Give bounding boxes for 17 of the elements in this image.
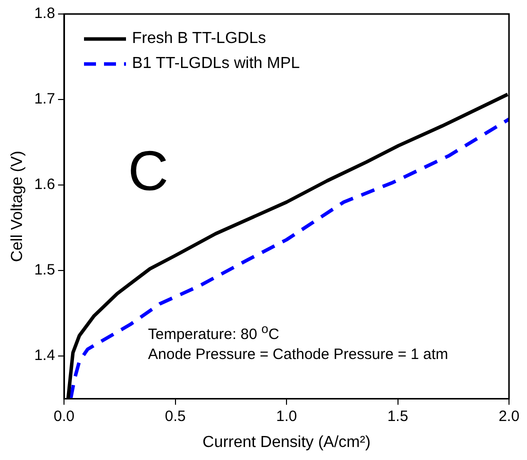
y-tick-label: 1.5 <box>34 262 56 279</box>
y-tick-label: 1.7 <box>34 90 56 108</box>
y-tick-label: 1.8 <box>34 5 56 22</box>
x-tick-label: 0.0 <box>54 408 74 425</box>
x-tick-label: 1.5 <box>387 408 408 425</box>
legend-label: Fresh B TT-LGDLs <box>132 29 266 49</box>
annotation: Temperature: 80 $^{o}$C <box>148 322 280 343</box>
x-tick-label: 1.0 <box>276 408 297 425</box>
legend-label: B1 TT-LGDLs with MPL <box>132 54 300 74</box>
x-axis-title: Current Density (A/cm²) <box>202 434 371 451</box>
x-tick-label: 2.0 <box>498 408 520 425</box>
y-axis-title: Cell Voltage (V) <box>9 150 26 262</box>
annotation: Anode Pressure = Cathode Pressure = 1 atm <box>148 346 448 363</box>
y-tick-label: 1.6 <box>34 176 56 194</box>
x-tick-label: 0.5 <box>164 408 186 425</box>
y-tick-label: 1.4 <box>34 347 56 364</box>
annotation: C <box>128 138 168 203</box>
